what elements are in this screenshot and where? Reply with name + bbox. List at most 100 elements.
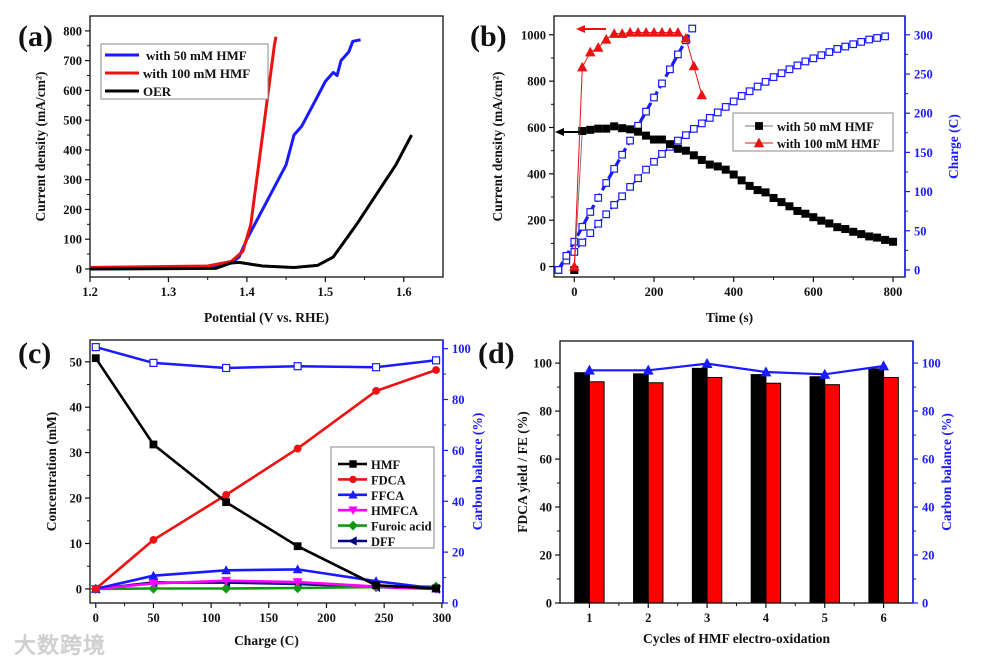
y2-tick-label: 60: [452, 444, 465, 458]
panel-b: 0 200 400 600 800 0 200 400 600 800 1000 0 50 100 150 2…: [470, 15, 961, 325]
bar-fdca-yield: [633, 373, 649, 604]
legend-label: OER: [143, 84, 172, 99]
current-50-point: [697, 155, 706, 164]
x-tick-label: 50: [147, 611, 160, 625]
charge-50-point: [785, 65, 794, 74]
charge-50-point: [833, 45, 842, 53]
y-tick-label: 50: [70, 355, 83, 369]
x-tick-label: 800: [884, 285, 903, 299]
legend: with 50 mM HMF with 100 mM HMF OER: [100, 43, 269, 100]
watermark: 大数跨境: [14, 634, 107, 659]
x-tick-label: 1.5: [318, 285, 334, 299]
y2-axis-label: Charge (C): [946, 114, 961, 179]
current-50-point: [825, 219, 834, 228]
arrow-head: [555, 128, 564, 136]
y-tick-label: 30: [70, 446, 83, 460]
charge-50-point: [737, 92, 746, 100]
series-point: [148, 570, 159, 580]
charge-50-point: [793, 61, 802, 70]
charge-50-point: [817, 51, 826, 60]
panel-c: 0 50 100 150 200 250 3000102030405002040608010…: [18, 337, 485, 648]
charge-50-point: [705, 113, 714, 122]
charge-50-point: [865, 35, 874, 44]
charge-100-point: [594, 193, 603, 202]
bar-fe: [883, 376, 899, 604]
current-50-point: [873, 233, 882, 242]
current-50-point: [801, 209, 810, 218]
y2-tick-label: 60: [922, 453, 935, 467]
current-50-point: [721, 165, 730, 174]
x-tick-label: 200: [317, 611, 336, 625]
y2-axis-label: Carbon balance (%): [939, 413, 954, 531]
current-50-point: [769, 193, 778, 202]
y-tick-label: 600: [63, 84, 82, 98]
current-50-point: [673, 144, 682, 153]
legend-marker: [348, 520, 358, 531]
series-point: [222, 490, 231, 499]
bar-fe: [647, 382, 664, 604]
current-100-point: [680, 32, 692, 43]
charge-50-line: [557, 35, 886, 271]
y-tick-label: 600: [527, 121, 546, 135]
y-tick-label: 800: [63, 24, 82, 38]
current-100-point: [624, 27, 636, 37]
charge-100-point: [570, 237, 579, 246]
charge-50-point: [849, 40, 858, 49]
current-100-point: [592, 42, 604, 52]
current-50-point: [817, 216, 826, 225]
bar-fdca-yield: [809, 376, 826, 604]
charge-100-point: [586, 208, 595, 216]
carbon-balance-point: [222, 363, 231, 373]
current-50-point: [857, 230, 866, 239]
current-100-point: [696, 89, 708, 100]
charge-50-point: [610, 200, 619, 209]
legend-marker: [348, 506, 358, 515]
y-tick-label: 80: [540, 405, 553, 419]
series-point: [91, 585, 100, 593]
charge-50-point: [658, 150, 666, 158]
current-50-point: [665, 140, 674, 149]
legend-marker: [348, 490, 358, 499]
charge-50-point: [650, 157, 658, 166]
current-50-point: [689, 151, 698, 160]
current-100-point: [648, 27, 660, 37]
x-tick-label: 0: [93, 611, 99, 625]
current-50-point: [785, 202, 794, 211]
current-100-point: [640, 27, 652, 37]
current-100-point: [672, 27, 684, 37]
carbon-balance-point: [878, 360, 890, 371]
charge-50-point: [841, 42, 850, 51]
x-tick-label: 2: [645, 611, 651, 625]
current-50-point: [594, 124, 603, 133]
x-tick-label: 3: [704, 611, 710, 625]
x-tick-label: 150: [259, 611, 278, 625]
y-tick-label: 300: [63, 173, 82, 187]
legend-label: DFF: [371, 535, 396, 549]
x-axis-label: Potential (V vs. RHE): [204, 310, 329, 325]
carbon-balance-line: [95, 345, 437, 370]
charge-50-point: [697, 119, 706, 128]
x-tick-label: 1: [586, 611, 592, 625]
series-point: [221, 565, 231, 575]
current-50-point: [889, 237, 898, 246]
charge-100-point: [658, 79, 666, 88]
x-tick-label: 300: [432, 611, 451, 625]
current-100-point: [569, 261, 580, 271]
charge-50-point: [809, 54, 818, 63]
y-tick-label: 200: [527, 214, 546, 228]
current-100-point: [616, 28, 628, 38]
x-tick-label: 600: [804, 285, 823, 299]
carbon-balance-point: [819, 368, 831, 379]
carbon-balance-line: [589, 362, 884, 376]
charge-100-point: [618, 150, 627, 159]
y-tick-label: 0: [540, 260, 546, 274]
x-tick-label: 400: [724, 285, 743, 299]
legend-label: FFCA: [371, 489, 404, 503]
carbon-balance-point: [701, 357, 713, 368]
y-tick-label: 500: [63, 114, 82, 128]
y2-tick-label: 20: [452, 546, 465, 560]
charge-100-point: [688, 24, 697, 33]
series-point: [292, 578, 303, 588]
